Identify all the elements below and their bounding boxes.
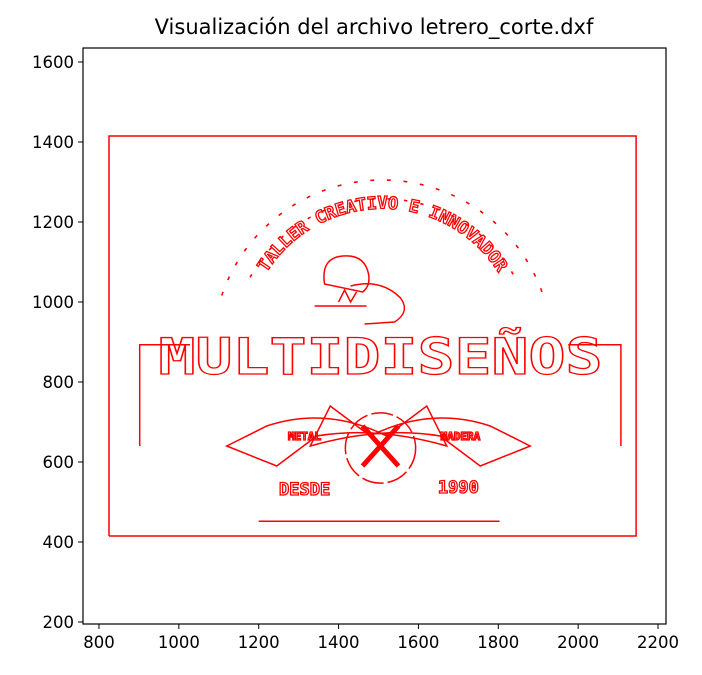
arc-dash-mark [524, 258, 529, 263]
welder-spark [337, 288, 358, 304]
y-tick-label: 600 [43, 453, 75, 472]
arc-dash-mark [268, 247, 273, 251]
x-tick-label: 2200 [637, 633, 679, 652]
arc-dash-mark [533, 272, 537, 277]
since-text: DESDE [279, 480, 330, 500]
arc-dash-mark [234, 261, 239, 266]
arc-dash-mark [539, 287, 543, 293]
arc-dash-mark [306, 195, 311, 199]
y-tick-label: 200 [43, 613, 75, 632]
arc-dash-mark [321, 189, 326, 192]
arc-dash-mark [265, 223, 270, 227]
arc-dash-mark [510, 271, 514, 275]
arc-dash-mark [478, 233, 483, 237]
arc-dash-mark [403, 180, 408, 183]
arc-dash-mark [492, 220, 497, 225]
arc-dash-mark [403, 199, 408, 202]
arc-dash-mark [504, 232, 509, 236]
y-axis: 200 400 600 800 1000 1200 1400 1600 [32, 53, 83, 632]
arc-dash-mark [291, 203, 297, 207]
arc-dash-mark [307, 216, 312, 220]
year-text: 1990 [438, 478, 479, 498]
right-ribbon [308, 404, 533, 467]
x-tick-label: 2000 [557, 633, 599, 652]
arc-dash-mark [322, 209, 326, 212]
y-tick-label: 1400 [32, 133, 74, 152]
arc-dash-mark [515, 244, 520, 249]
arc-dash-mark [337, 203, 342, 207]
x-tick-label: 1200 [238, 633, 280, 652]
inner-bracket-line-2 [568, 344, 622, 446]
x-tick-label: 800 [83, 633, 115, 652]
x-tick-label: 1000 [158, 633, 200, 652]
arc-dash-mark [479, 210, 484, 214]
x-axis: 800 1000 1200 1400 1600 1800 2000 2200 [83, 624, 679, 652]
outer-frame-line [108, 135, 637, 537]
left-ribbon [224, 404, 449, 467]
y-tick-label: 1200 [32, 213, 74, 232]
arc-dash-mark [278, 212, 283, 217]
arc-dash-mark [227, 276, 231, 281]
arc-dash-mark [465, 201, 470, 205]
arc-dash-mark [465, 223, 469, 227]
arc-dash-mark [280, 235, 284, 239]
welder-helmet [323, 255, 370, 293]
arc-dash-mark [254, 234, 258, 239]
arc-dash-mark [450, 193, 456, 197]
arc-dash-mark [220, 291, 224, 296]
arc-dash-mark [420, 202, 424, 206]
emblem-circle [344, 412, 417, 484]
x-tick-label: 1400 [318, 633, 360, 652]
plot-area-border [82, 47, 667, 625]
chart-title: Visualización del archivo letrero_corte.… [155, 15, 594, 40]
inner-bracket-line-1 [138, 344, 190, 446]
arc-dash-mark [490, 244, 495, 249]
arc-dash-mark [354, 200, 358, 203]
arc-dash-mark [243, 247, 248, 252]
arc-dash-mark [249, 274, 253, 278]
right-ribbon-text: MADERA [440, 430, 480, 443]
arc-dash-mark [435, 187, 440, 191]
welder-figure [314, 255, 406, 325]
y-tick-label: 800 [43, 373, 75, 392]
arc-dash-mark [353, 181, 358, 184]
arc-dash-mark [258, 259, 262, 264]
arc-dash-mark [293, 225, 297, 229]
left-ribbon-text: METAL [288, 430, 321, 443]
x-tick-label: 1600 [397, 633, 439, 652]
x-tick-label: 1800 [477, 633, 519, 652]
arc-dash-mark [419, 183, 424, 186]
arc-dash-mark [501, 257, 505, 261]
welder-body [350, 283, 406, 325]
main-sign-text: MULTIDISEÑOS [158, 327, 602, 386]
y-tick-label: 1000 [32, 293, 74, 312]
arc-dash-mark [435, 207, 440, 211]
y-tick-label: 1600 [32, 53, 74, 72]
arc-dash-mark [337, 184, 342, 187]
arc-dash-mark [450, 214, 455, 218]
y-tick-label: 400 [43, 533, 75, 552]
